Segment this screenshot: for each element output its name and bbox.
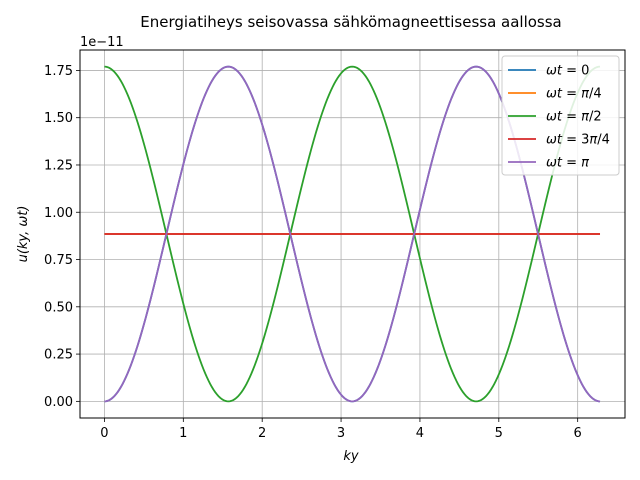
x-tick-label: 4 xyxy=(416,426,424,441)
legend: ωt = 0 ωt = π/4 ωt = π/2 ωt = 3π/4 ωt = π xyxy=(501,55,620,176)
x-tick-label: 1 xyxy=(179,426,187,441)
y-tick-label: 1.50 xyxy=(44,111,73,126)
x-tick-label: 5 xyxy=(495,426,503,441)
x-axis: 0 1 2 3 4 5 6 xyxy=(100,418,582,441)
x-tick-label: 6 xyxy=(574,426,582,441)
legend-label: ωt = π/2 xyxy=(546,110,602,125)
y-tick-label: 0.00 xyxy=(44,395,73,410)
legend-label: ωt = 3π/4 xyxy=(546,133,610,148)
legend-label: ωt = π/4 xyxy=(546,87,602,102)
x-tick-label: 3 xyxy=(337,426,345,441)
y-offset-label: 1e−11 xyxy=(80,35,124,50)
y-axis: 0.00 0.25 0.50 0.75 1.00 1.25 1.50 1.75 xyxy=(44,64,80,410)
y-tick-label: 0.50 xyxy=(44,300,73,315)
legend-label: ωt = π xyxy=(546,156,589,171)
y-tick-label: 1.75 xyxy=(44,64,73,79)
y-tick-label: 0.25 xyxy=(44,348,73,363)
legend-box xyxy=(501,55,620,176)
y-axis-label: u(ky, ωt) xyxy=(16,206,31,263)
chart-title: Energiatiheys seisovassa sähkömagneettis… xyxy=(140,13,562,31)
y-axis-label-text: u(ky, ωt) xyxy=(16,206,31,263)
x-axis-label: ky xyxy=(343,449,359,464)
x-tick-label: 2 xyxy=(258,426,266,441)
y-tick-label: 0.75 xyxy=(44,253,73,268)
legend-label: ωt = 0 xyxy=(546,64,589,79)
x-tick-label: 0 xyxy=(100,426,108,441)
y-tick-label: 1.25 xyxy=(44,158,73,173)
y-tick-label: 1.00 xyxy=(44,206,73,221)
plot-frame xyxy=(79,49,626,419)
series-line xyxy=(104,65,601,403)
